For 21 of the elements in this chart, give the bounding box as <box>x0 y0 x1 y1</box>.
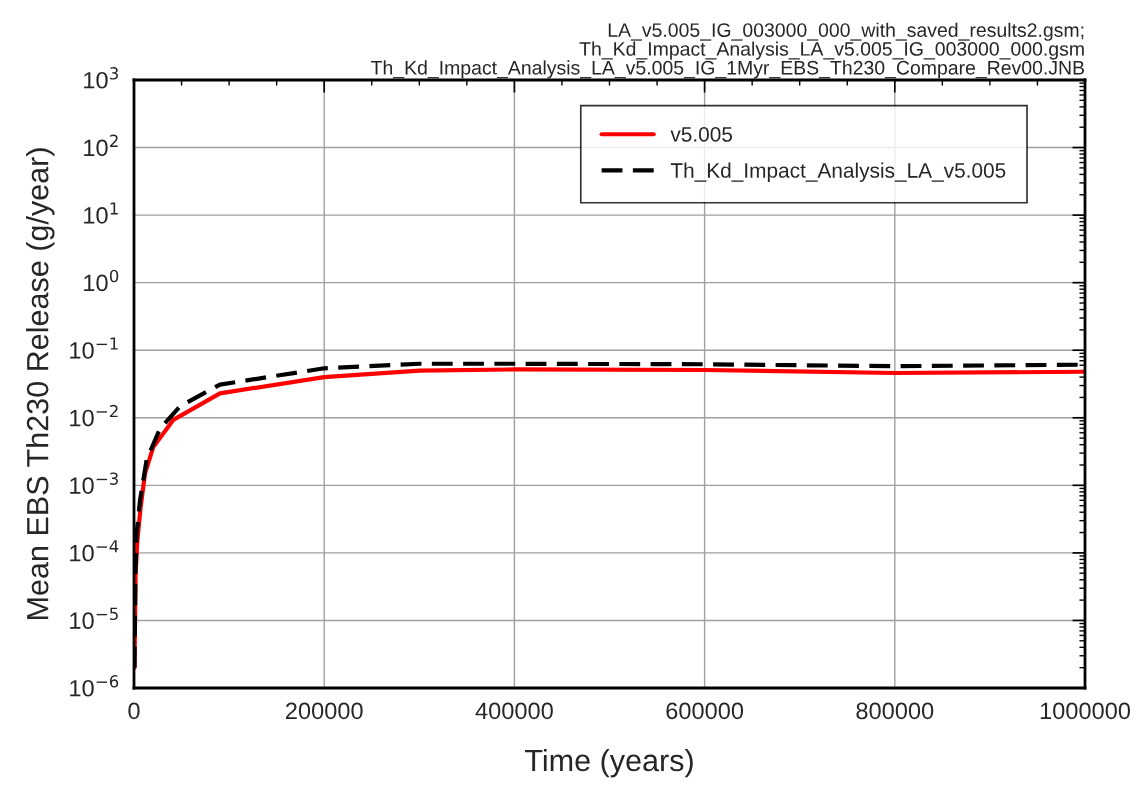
y-tick-label: 10$^{−6}$ <box>70 675 119 697</box>
x-tick-label: 200000 <box>286 702 363 720</box>
y-tick-label: 10$^{0}$ <box>84 269 119 292</box>
y-tick-label: 10$^{−3}$ <box>70 472 118 494</box>
x-tick-label: 0 <box>128 702 140 720</box>
x-tick-label: 800000 <box>856 702 934 720</box>
y-tick-label: 10$^{−4}$ <box>70 540 119 562</box>
y-tick-label: 10$^{1}$ <box>84 202 118 224</box>
x-tick-label: 1000000 <box>1040 702 1131 720</box>
y-tick-label: 10$^{−1}$ <box>70 337 118 359</box>
y-tick-label: 10$^{3}$ <box>84 67 119 89</box>
x-tick-label: 600000 <box>666 702 744 720</box>
y-tick-label: 10$^{−5}$ <box>70 607 118 630</box>
legend-label: Th_Kd_Impact_Analysis_LA_v5.005 <box>670 162 1006 182</box>
legend-label: v5.005 <box>670 127 733 142</box>
y-axis-title: Mean EBS Th230 Release (g/year) <box>26 148 55 619</box>
chart-title: LA_v5.005_IG_003000_000_with_saved_results2.gsm; Th_Kd_Impact_Analysis_LA_v5.005_IG_003000_000.gsm Th_Kd_Impact_Analysis_LA_v5.005_IG_1Myr_EBS_Th230_Compare_Rev00.JNB <box>371 22 1085 79</box>
y-tick-label: 10$^{2}$ <box>84 134 118 157</box>
x-axis-title: Time (years) <box>525 748 693 778</box>
x-tick-label: 400000 <box>475 702 553 720</box>
y-tick-label: 10$^{−2}$ <box>70 404 118 427</box>
